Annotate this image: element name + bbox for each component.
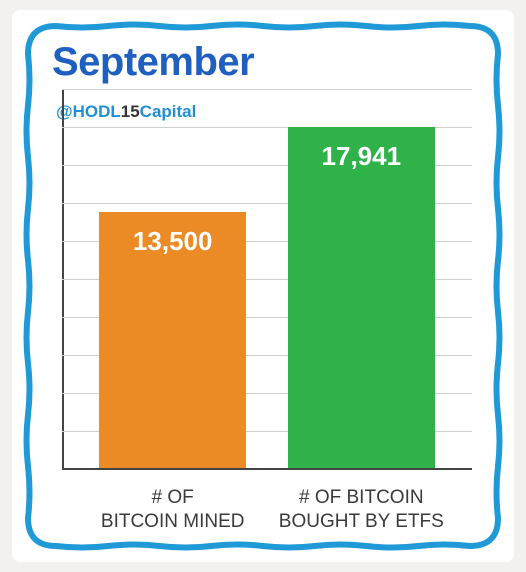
bar-value-label: 17,941 — [288, 141, 436, 172]
x-axis — [62, 468, 472, 470]
x-axis-label: # OF BITCOIN MINED — [73, 486, 273, 534]
bar-value-label: 13,500 — [99, 226, 247, 257]
gridline — [62, 89, 472, 90]
plot-area: 13,500 17,941 — [62, 90, 472, 470]
bar: 17,941 — [288, 127, 436, 468]
bar: 13,500 — [99, 212, 247, 469]
y-axis — [62, 90, 64, 470]
chart-card: September @HODL15Capital 13,50017,941 # … — [12, 10, 514, 562]
x-axis-label: # OF BITCOIN BOUGHT BY ETFS — [261, 486, 461, 534]
chart-title: September — [52, 40, 254, 85]
